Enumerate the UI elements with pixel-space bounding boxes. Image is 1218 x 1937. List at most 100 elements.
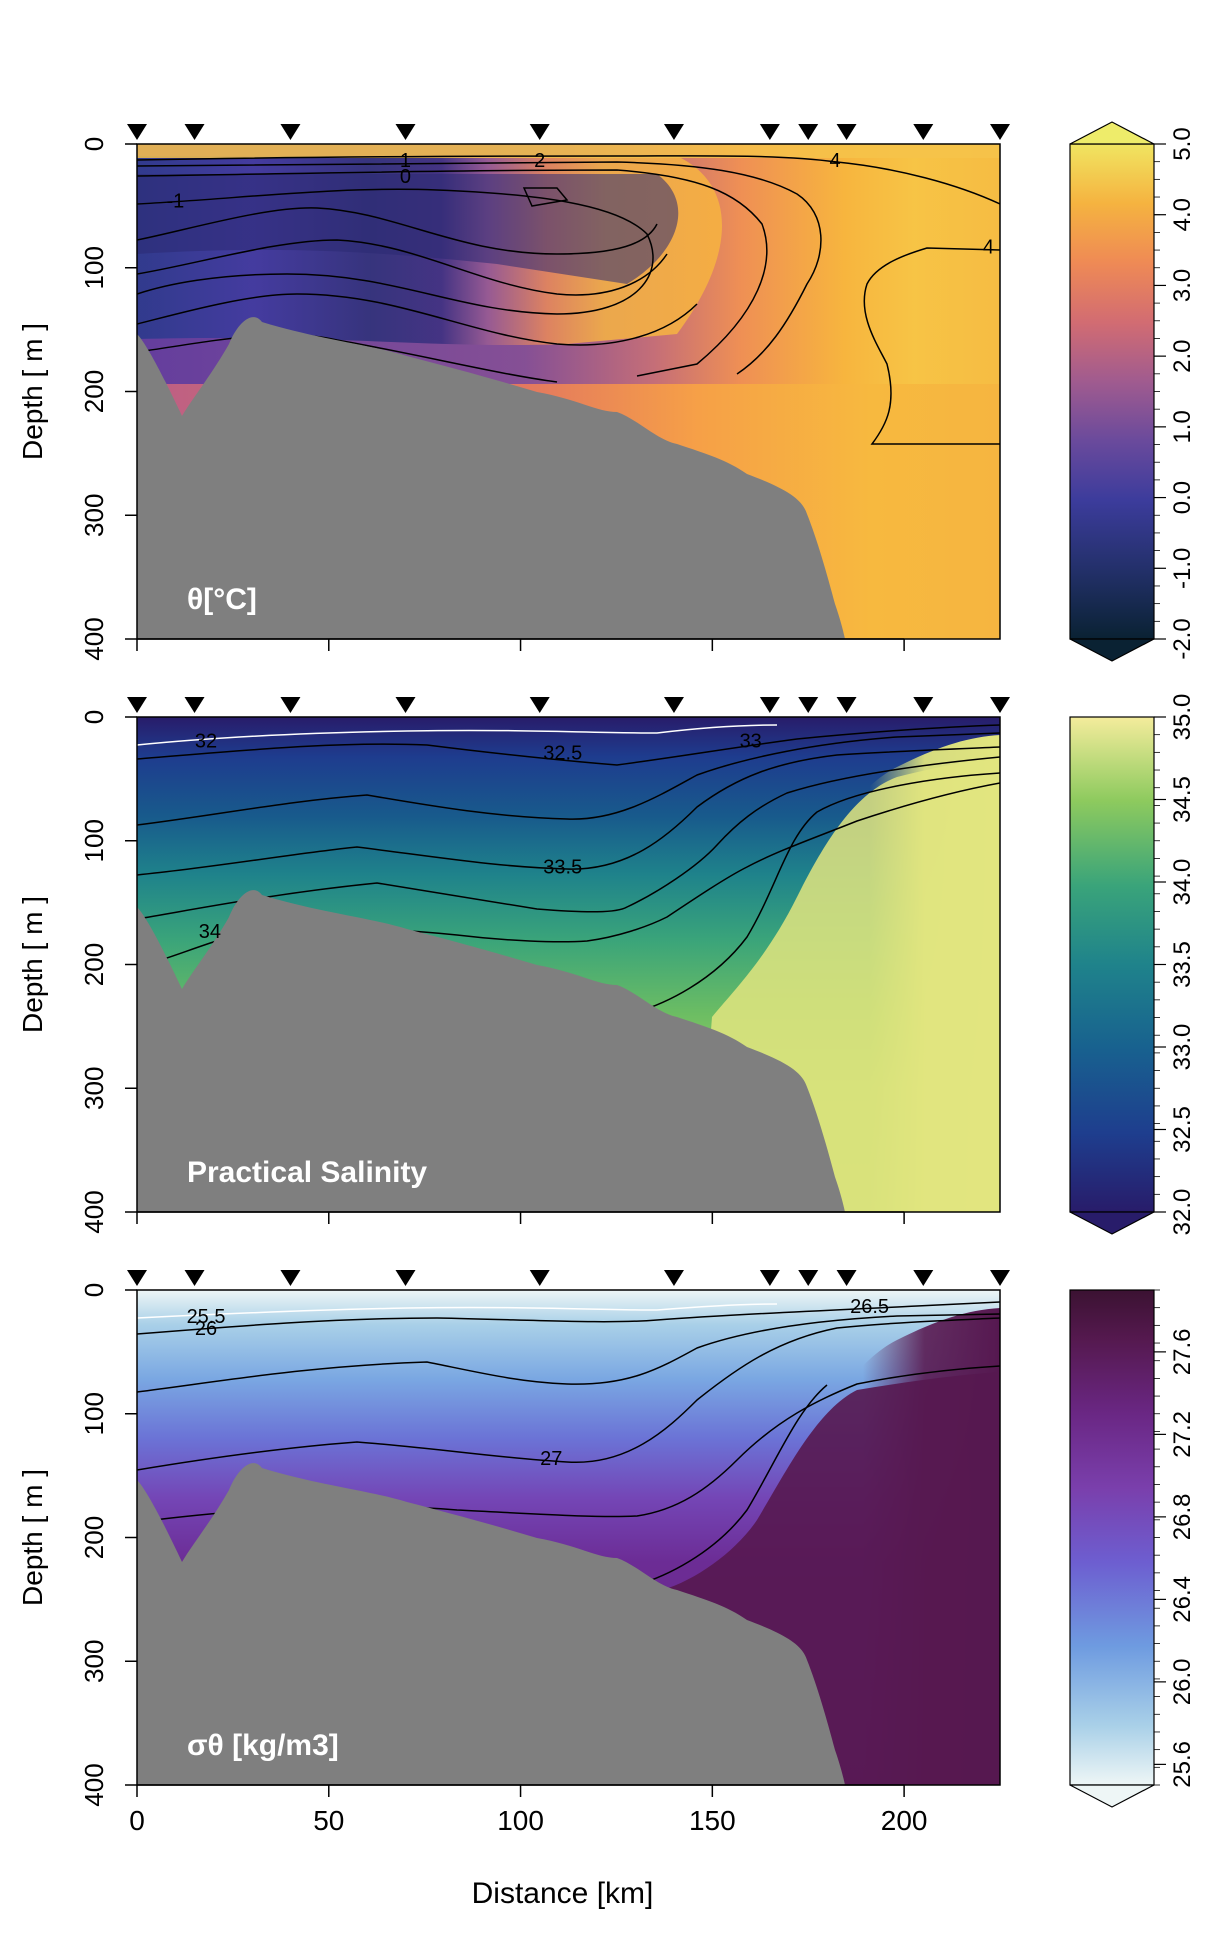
colorbar-tick-label-1-2: 33.0 bbox=[1169, 1024, 1196, 1071]
colorbar-tick-label-1-1: 32.5 bbox=[1169, 1106, 1196, 1153]
station-marker-0-2 bbox=[280, 124, 301, 140]
y-tick-label-0-3: 300 bbox=[79, 494, 109, 537]
station-marker-1-1 bbox=[184, 697, 205, 713]
y-tick-label-2-2: 200 bbox=[79, 1516, 109, 1559]
contour-label-2-2: 26.5 bbox=[850, 1296, 889, 1318]
y-tick-label-1-4: 400 bbox=[79, 1190, 109, 1233]
colorbar-extend-bottom-0 bbox=[1069, 638, 1155, 662]
colorbar-tick-label-1-4: 34.0 bbox=[1169, 859, 1196, 906]
station-marker-0-5 bbox=[663, 124, 684, 140]
colorbar-1 bbox=[1069, 716, 1155, 1213]
x-tick-label-0: 0 bbox=[129, 1805, 145, 1836]
station-marker-1-2 bbox=[280, 697, 301, 713]
contour-label-0-2: 1 bbox=[400, 150, 411, 172]
colorbar-tick-label-1-6: 35.0 bbox=[1169, 694, 1196, 741]
contour-label-0-5: 4 bbox=[983, 236, 994, 258]
contour-label-1-4: 34 bbox=[199, 921, 221, 943]
station-marker-0-4 bbox=[529, 124, 550, 140]
y-axis-label-0: Depth [ m ] bbox=[17, 323, 48, 460]
station-marker-1-8 bbox=[836, 697, 857, 713]
station-marker-0-0 bbox=[127, 124, 147, 140]
colorbar-2 bbox=[1069, 1289, 1155, 1786]
contour-label-1-3: 33.5 bbox=[543, 857, 582, 879]
colorbar-0 bbox=[1069, 143, 1155, 640]
panel-sigma bbox=[137, 1290, 1000, 1785]
colorbar-tick-label-0-7: 5.0 bbox=[1169, 127, 1196, 160]
x-tick-label-3: 150 bbox=[689, 1805, 736, 1836]
colorbar-tick-label-2-5: 27.6 bbox=[1169, 1329, 1196, 1376]
station-marker-2-8 bbox=[836, 1270, 857, 1286]
colorbar-tick-label-2-1: 26.0 bbox=[1169, 1659, 1196, 1706]
colorbar-extend-top-0 bbox=[1069, 121, 1155, 145]
station-marker-1-3 bbox=[395, 697, 416, 713]
contour-label-0-1: 0 bbox=[400, 166, 411, 188]
station-marker-0-9 bbox=[913, 124, 934, 140]
colorbar-tick-label-1-0: 32.0 bbox=[1169, 1189, 1196, 1236]
panel-salinity bbox=[137, 717, 1000, 1212]
station-marker-2-7 bbox=[798, 1270, 819, 1286]
station-marker-1-5 bbox=[663, 697, 684, 713]
colorbar-tick-label-0-5: 3.0 bbox=[1169, 269, 1196, 302]
contour-label-1-2: 33 bbox=[740, 730, 762, 752]
panel-theta bbox=[137, 144, 1000, 639]
colorbar-tick-label-2-2: 26.4 bbox=[1169, 1576, 1196, 1623]
theta-warm-surface bbox=[137, 144, 1000, 158]
x-tick-label-4: 200 bbox=[881, 1805, 928, 1836]
station-marker-2-2 bbox=[280, 1270, 301, 1286]
station-marker-0-3 bbox=[395, 124, 416, 140]
station-marker-1-10 bbox=[990, 697, 1010, 713]
colorbar-extend-bottom-2 bbox=[1069, 1784, 1155, 1808]
y-tick-label-1-0: 0 bbox=[79, 710, 109, 724]
station-marker-0-7 bbox=[798, 124, 819, 140]
y-tick-label-2-1: 100 bbox=[79, 1392, 109, 1435]
station-marker-1-9 bbox=[913, 697, 934, 713]
colorbar-tick-label-2-3: 26.8 bbox=[1169, 1494, 1196, 1541]
station-marker-1-4 bbox=[529, 697, 550, 713]
station-marker-2-4 bbox=[529, 1270, 550, 1286]
panel-label-2: σθ [kg/m3] bbox=[187, 1729, 339, 1762]
station-marker-0-10 bbox=[990, 124, 1010, 140]
y-tick-label-1-1: 100 bbox=[79, 819, 109, 862]
station-marker-2-6 bbox=[759, 1270, 780, 1286]
contour-label-1-0: 32 bbox=[195, 730, 217, 752]
theta-coldest-core bbox=[137, 174, 679, 284]
y-tick-label-1-2: 200 bbox=[79, 943, 109, 986]
station-marker-2-3 bbox=[395, 1270, 416, 1286]
y-tick-label-1-3: 300 bbox=[79, 1067, 109, 1110]
y-tick-label-0-1: 100 bbox=[79, 246, 109, 289]
contour-label-2-0: 25.5 bbox=[187, 1306, 226, 1328]
y-tick-label-0-0: 0 bbox=[79, 137, 109, 151]
colorbar-tick-label-0-3: 1.0 bbox=[1169, 410, 1196, 443]
contour-label-2-3: 27 bbox=[540, 1448, 562, 1470]
colorbar-tick-label-1-3: 33.5 bbox=[1169, 941, 1196, 988]
sigma-bathymetry bbox=[137, 1463, 845, 1785]
colorbar-tick-label-0-6: 4.0 bbox=[1169, 198, 1196, 231]
contour-label-0-4: 4 bbox=[830, 150, 841, 172]
y-tick-label-0-4: 400 bbox=[79, 617, 109, 660]
station-marker-1-0 bbox=[127, 697, 147, 713]
contour-label-0-0: -1 bbox=[166, 191, 184, 213]
contour-label-1-1: 32.5 bbox=[543, 743, 582, 765]
contour-label-0-3: 2 bbox=[534, 150, 545, 172]
station-marker-0-6 bbox=[759, 124, 780, 140]
panel-label-0: θ[°C] bbox=[187, 583, 257, 616]
y-tick-label-2-4: 400 bbox=[79, 1763, 109, 1806]
station-marker-2-1 bbox=[184, 1270, 205, 1286]
panel-label-1: Practical Salinity bbox=[187, 1156, 427, 1189]
station-marker-2-9 bbox=[913, 1270, 934, 1286]
station-marker-2-0 bbox=[127, 1270, 147, 1286]
y-axis-label-2: Depth [ m ] bbox=[17, 1469, 48, 1606]
colorbar-tick-label-0-1: -1.0 bbox=[1169, 548, 1196, 589]
colorbar-tick-label-2-0: 25.6 bbox=[1169, 1741, 1196, 1788]
colorbar-tick-label-1-5: 34.5 bbox=[1169, 776, 1196, 823]
station-marker-1-6 bbox=[759, 697, 780, 713]
colorbar-extend-bottom-1 bbox=[1069, 1211, 1155, 1235]
y-axis-label-1: Depth [ m ] bbox=[17, 896, 48, 1033]
salinity-bathymetry bbox=[137, 890, 845, 1212]
colorbar-tick-label-2-4: 27.2 bbox=[1169, 1411, 1196, 1458]
station-marker-2-10 bbox=[990, 1270, 1010, 1286]
x-axis-label: Distance [km] bbox=[472, 1877, 654, 1910]
y-tick-label-2-0: 0 bbox=[79, 1283, 109, 1297]
x-tick-label-1: 50 bbox=[313, 1805, 344, 1836]
